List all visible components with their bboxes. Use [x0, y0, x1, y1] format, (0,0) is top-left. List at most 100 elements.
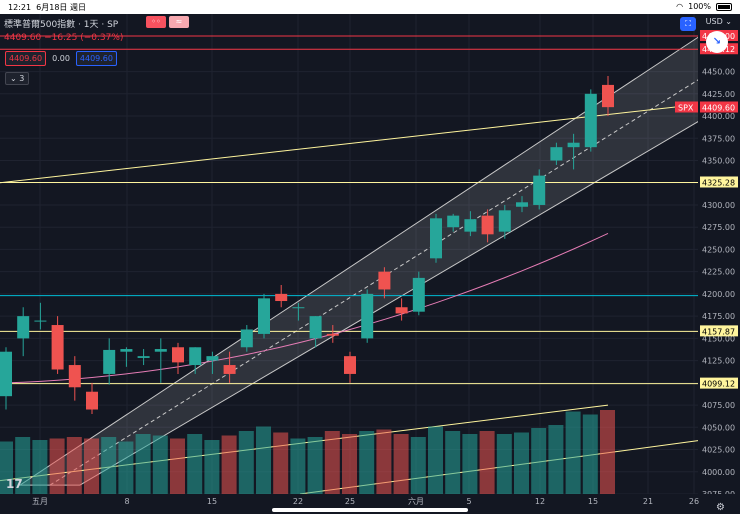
volume-bar [565, 411, 581, 494]
candle-body [498, 210, 511, 232]
price-level-label: 4099.12 [702, 380, 735, 389]
candle-body [481, 215, 494, 235]
price-tick-label: 4050.00 [702, 423, 735, 432]
price-level-tag [700, 377, 738, 389]
last-price-symbol: SPX [678, 104, 694, 113]
candle-body [86, 391, 98, 410]
candle-body [68, 365, 81, 388]
fullscreen-icon[interactable]: ⛶ [680, 17, 696, 31]
volume-bar [376, 429, 392, 494]
moving-average-line [5, 232, 609, 384]
time-tick-label: 五月 [32, 497, 48, 506]
volume-bar [204, 440, 220, 494]
candle-body [206, 356, 219, 361]
last-price-symbol-tag [675, 101, 698, 113]
volume-bar [393, 434, 409, 494]
volume-bar [600, 410, 615, 494]
gear-icon[interactable]: ⚙ [716, 502, 725, 513]
candle-body [584, 93, 597, 148]
candle-body [344, 356, 356, 374]
time-tick-label: 15 [207, 497, 217, 506]
time-tick-label: 26 [689, 497, 699, 506]
price-level-label: 4409.60 [702, 104, 735, 113]
price-tick-label: 4000.00 [702, 468, 735, 477]
status-bar: 12:21 6月18日 週日 ◠ 100% [0, 0, 740, 14]
time-tick-label: 25 [345, 497, 355, 506]
candle-body [447, 215, 460, 228]
candle-body [172, 347, 184, 363]
candle-body [34, 320, 47, 322]
volume-bar [410, 437, 426, 494]
price-level-tag [700, 101, 738, 113]
candle-body [395, 307, 408, 314]
volume-bar [118, 441, 134, 494]
volume-bar [531, 428, 547, 494]
volume-bar [445, 431, 461, 494]
sell-button[interactable]: 4409.60 [5, 51, 47, 66]
candle-body [240, 329, 253, 348]
volume-bar [359, 431, 375, 494]
volume-bar [273, 432, 289, 494]
candle-body [137, 356, 150, 358]
status-time-date: 12:21 6月18日 週日 [8, 3, 86, 12]
battery-icon [716, 2, 732, 11]
legend-icons: ◦◦ ≈ [146, 16, 189, 28]
price-chart[interactable]: 4475.004450.004425.004400.004375.004350.… [0, 14, 740, 514]
volume-bar [548, 425, 564, 494]
price-tick-label: 4075.00 [702, 401, 735, 410]
candle-body [326, 333, 339, 336]
price-tick-label: 4150.00 [702, 334, 735, 343]
volume-bar [324, 431, 340, 494]
price-tick-label: 4450.00 [702, 68, 735, 77]
volume-bar [135, 434, 151, 494]
candle-body [412, 277, 425, 312]
price-tick-label: 4200.00 [702, 290, 735, 299]
home-indicator [272, 508, 468, 512]
chevron-down-icon: ⌄ [725, 17, 732, 26]
candle-body [516, 202, 528, 207]
chart-legend: 標準普爾500指數 · 1天 · SP 4409.60 −16.25 (−0.3… [4, 16, 189, 43]
price-tick-label: 4250.00 [702, 245, 735, 254]
price-tick-label: 4375.00 [702, 134, 735, 143]
volume-bar [152, 435, 168, 494]
time-tick-label: 六月 [408, 496, 424, 506]
volume-bar [221, 435, 237, 494]
price-tick-label: 4025.00 [702, 446, 735, 455]
chevron-down-icon: ⌄ [10, 74, 17, 83]
currency-selector[interactable]: USD ⌄ [705, 17, 732, 26]
price-tick-label: 4300.00 [702, 201, 735, 210]
price-level-tag [700, 325, 738, 337]
volume-bar [256, 426, 271, 494]
time-axis-background [0, 494, 740, 514]
price-tick-label: 4275.00 [702, 223, 735, 232]
time-tick-label: 12 [535, 497, 545, 506]
wifi-icon: ◠ [676, 2, 684, 11]
indicators-toggle[interactable]: ⌄ 3 [5, 72, 30, 85]
candle-body [154, 349, 167, 352]
signal-icon[interactable]: ≈ [169, 16, 189, 28]
candle-body [223, 365, 236, 374]
candle-body [550, 147, 563, 161]
expand-icon[interactable]: ↘ [706, 31, 728, 53]
spread-value: 0.00 [52, 54, 70, 63]
time-tick-label: 21 [643, 497, 653, 506]
volume-bar [428, 426, 443, 494]
volume-bar [49, 438, 65, 494]
volume-bar [101, 437, 117, 494]
market-status-icon[interactable]: ◦◦ [146, 16, 166, 28]
candle-body [258, 298, 270, 334]
volume-bar [187, 434, 203, 494]
battery-percent: 100% [688, 2, 711, 11]
volume-bar [66, 437, 82, 494]
volume-bar [290, 438, 306, 494]
tradingview-logo-icon: 17 [6, 477, 23, 491]
volume-bar [496, 434, 512, 494]
symbol-title[interactable]: 標準普爾500指數 · 1天 · SP [4, 20, 119, 30]
candle-body [103, 349, 116, 374]
trade-panel: 4409.60 0.00 4409.60 [5, 51, 117, 66]
price-level-label: 4157.87 [702, 327, 735, 336]
volume-bar [479, 431, 495, 494]
buy-button[interactable]: 4409.60 [75, 51, 117, 66]
candle-body [464, 219, 477, 232]
price-level-tag [700, 176, 738, 188]
